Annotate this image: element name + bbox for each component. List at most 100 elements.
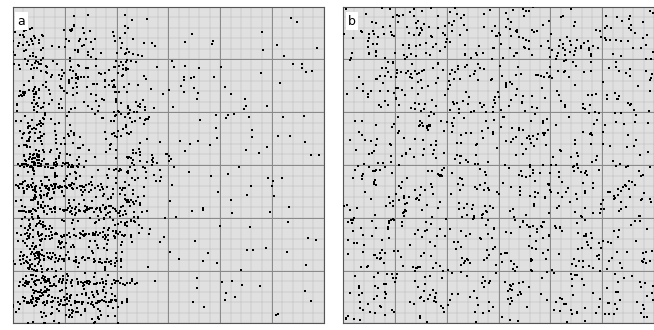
- Point: [27, 293, 37, 299]
- Point: [71, 204, 81, 209]
- Point: [122, 168, 133, 174]
- Point: [86, 91, 97, 97]
- Point: [550, 57, 560, 62]
- Point: [432, 233, 442, 238]
- Point: [95, 207, 105, 213]
- Point: [579, 306, 590, 311]
- Point: [226, 197, 236, 203]
- Point: [122, 280, 132, 285]
- Point: [458, 205, 469, 211]
- Point: [488, 247, 498, 252]
- Point: [627, 273, 637, 278]
- Point: [22, 243, 33, 248]
- Point: [542, 70, 552, 75]
- Point: [198, 208, 209, 213]
- Point: [127, 277, 137, 282]
- Point: [90, 232, 101, 237]
- Point: [36, 48, 46, 53]
- Point: [355, 225, 366, 230]
- Point: [346, 218, 356, 223]
- Point: [625, 14, 636, 19]
- Point: [139, 184, 149, 190]
- Point: [413, 32, 424, 37]
- Point: [27, 117, 37, 122]
- Point: [532, 190, 543, 195]
- Point: [497, 73, 508, 79]
- Point: [42, 279, 52, 284]
- Point: [101, 184, 112, 190]
- Point: [58, 302, 69, 308]
- Point: [645, 9, 654, 14]
- Point: [410, 53, 421, 59]
- Point: [114, 230, 125, 235]
- Point: [479, 257, 490, 263]
- Point: [462, 102, 473, 107]
- Point: [372, 270, 383, 276]
- Point: [20, 231, 31, 237]
- Point: [104, 259, 114, 264]
- Point: [559, 301, 570, 307]
- Point: [47, 255, 58, 260]
- Point: [19, 153, 29, 158]
- Point: [102, 248, 112, 253]
- Point: [33, 215, 44, 221]
- Point: [419, 299, 429, 304]
- Point: [60, 36, 71, 41]
- Point: [530, 178, 540, 183]
- Point: [545, 54, 555, 59]
- Point: [30, 163, 41, 168]
- Point: [101, 235, 111, 240]
- Point: [549, 308, 560, 313]
- Point: [69, 259, 79, 264]
- Point: [52, 162, 63, 167]
- Point: [593, 110, 604, 116]
- Point: [440, 45, 451, 50]
- Point: [113, 304, 124, 310]
- Point: [398, 42, 409, 48]
- Point: [24, 144, 35, 149]
- Point: [368, 252, 379, 258]
- Point: [26, 163, 36, 169]
- Point: [35, 123, 46, 129]
- Point: [389, 121, 400, 126]
- Point: [31, 250, 41, 256]
- Point: [31, 273, 41, 279]
- Point: [525, 162, 535, 167]
- Point: [126, 233, 137, 238]
- Point: [124, 50, 134, 55]
- Point: [12, 231, 22, 236]
- Point: [564, 49, 575, 54]
- Point: [92, 300, 102, 306]
- Point: [93, 314, 103, 320]
- Point: [17, 216, 27, 222]
- Point: [506, 283, 516, 288]
- Point: [27, 300, 37, 306]
- Point: [506, 81, 517, 86]
- Point: [35, 188, 46, 194]
- Point: [239, 107, 249, 112]
- Point: [436, 303, 446, 309]
- Point: [63, 256, 74, 261]
- Point: [531, 238, 542, 243]
- Point: [97, 277, 107, 282]
- Point: [447, 121, 458, 126]
- Point: [93, 315, 103, 321]
- Point: [128, 151, 138, 156]
- Point: [18, 252, 29, 258]
- Point: [116, 256, 126, 261]
- Point: [267, 183, 277, 188]
- Point: [396, 254, 407, 259]
- Point: [65, 55, 75, 61]
- Point: [301, 262, 311, 267]
- Point: [68, 141, 78, 146]
- Point: [32, 65, 43, 70]
- Point: [588, 43, 598, 49]
- Point: [24, 184, 35, 189]
- Point: [474, 100, 485, 106]
- Point: [483, 308, 494, 314]
- Point: [71, 75, 82, 81]
- Point: [483, 126, 493, 131]
- Point: [388, 216, 399, 221]
- Point: [115, 192, 126, 197]
- Point: [526, 258, 536, 263]
